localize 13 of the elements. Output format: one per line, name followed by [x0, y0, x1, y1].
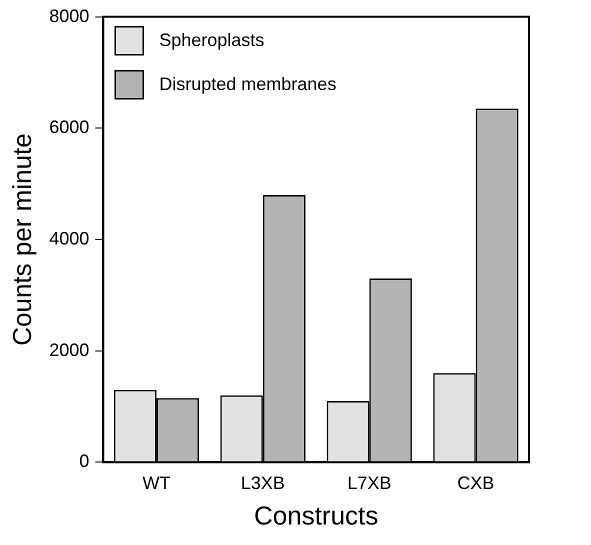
- x-axis-title: Constructs: [254, 500, 378, 531]
- x-tick-label: CXB: [457, 472, 494, 493]
- y-axis-title: Counts per minute: [6, 133, 37, 346]
- y-tick-label: 4000: [49, 228, 90, 248]
- y-tick-label: 0: [79, 451, 90, 472]
- y-tick-label: 2000: [49, 340, 90, 360]
- y-tick-label: 8000: [49, 6, 90, 26]
- legend-label: Spheroplasts: [159, 30, 264, 50]
- x-tick-label: L7XB: [347, 472, 392, 493]
- y-tick-label: 6000: [49, 117, 90, 138]
- x-tick-label: WT: [142, 472, 170, 493]
- legend-label: Disrupted membranes: [159, 74, 336, 94]
- x-tick-label: L3XB: [240, 472, 285, 493]
